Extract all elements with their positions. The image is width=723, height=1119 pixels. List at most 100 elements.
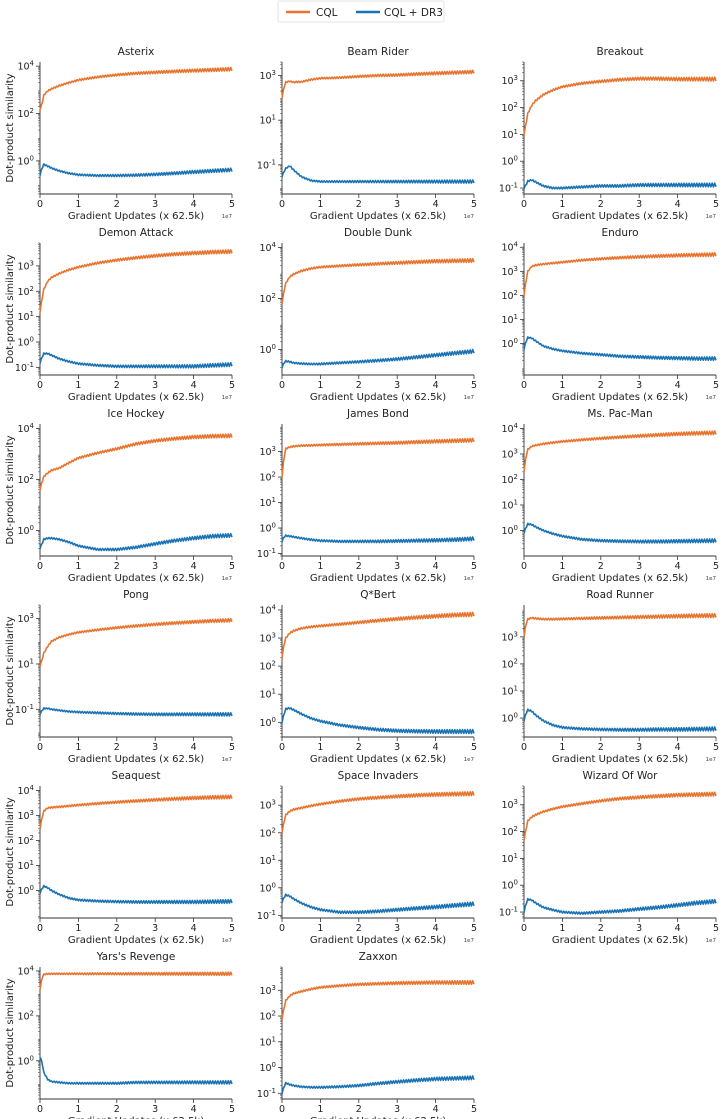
x-offset-label: 1e7 [222, 576, 233, 582]
y-tick-label: 103 [501, 630, 518, 643]
x-tick-label: 5 [229, 742, 235, 753]
x-tick-label: 0 [37, 1104, 43, 1115]
y-tick-exponent: 4 [272, 241, 277, 249]
x-tick-label: 0 [37, 923, 43, 934]
y-tick-base: 10 [17, 1011, 29, 1022]
series-line-cql [39, 433, 233, 491]
y-tick-label: 10-1 [499, 182, 518, 195]
y-tick-base: 10 [501, 500, 513, 511]
series-line-cql-dr3 [281, 534, 475, 544]
y-tick-exponent: 4 [30, 60, 35, 68]
y-tick-exponent: 0 [30, 524, 34, 532]
x-axis-label: Gradient Updates (x 62.5k) [552, 754, 688, 765]
y-tick-exponent: 2 [514, 825, 518, 833]
x-tick-label: 4 [191, 199, 197, 210]
x-tick-label: 2 [114, 561, 120, 572]
y-tick-label: 100 [259, 1061, 276, 1074]
x-tick-label: 3 [152, 561, 158, 572]
x-axis-label: Gradient Updates (x 62.5k) [552, 935, 688, 946]
y-tick-label: 101 [259, 1035, 276, 1048]
legend-label-cql: CQL [316, 7, 338, 19]
y-tick-exponent: -1 [511, 182, 518, 190]
series-line-cql [523, 791, 717, 841]
y-tick-base: 10 [501, 267, 513, 278]
x-tick-label: 4 [191, 561, 197, 572]
x-offset-label: 1e7 [464, 757, 475, 763]
y-tick-exponent: 2 [514, 473, 518, 481]
x-tick-label: 3 [394, 199, 400, 210]
y-tick-base: 10 [257, 1089, 269, 1100]
chart-title: Yars's Revenge [96, 951, 176, 963]
y-tick-base: 10 [257, 911, 269, 922]
series-line-cql-dr3 [39, 163, 233, 178]
x-tick-label: 2 [598, 380, 604, 391]
y-tick-exponent: 0 [272, 522, 276, 530]
x-axis-label: Gradient Updates (x 62.5k) [310, 754, 446, 765]
x-tick-label: 3 [636, 199, 642, 210]
y-tick-exponent: 0 [30, 336, 34, 344]
y-tick-label: 100 [501, 155, 518, 168]
y-tick-label: 101 [501, 498, 518, 511]
y-tick-base: 10 [259, 986, 271, 997]
y-tick-base: 10 [259, 801, 271, 812]
y-tick-exponent: 0 [272, 343, 276, 351]
legend: CQL CQL + DR3 [277, 0, 445, 23]
y-tick-exponent: -1 [269, 1087, 276, 1095]
y-tick-base: 10 [259, 243, 271, 254]
y-tick-exponent: 0 [30, 884, 34, 892]
x-tick-label: 0 [279, 1104, 285, 1115]
y-tick-label: 101 [259, 114, 276, 127]
y-tick-label: 10-1 [15, 703, 34, 716]
series-line-cql-dr3 [281, 165, 475, 184]
y-tick-label: 100 [17, 154, 34, 167]
y-tick-label: 101 [17, 657, 34, 670]
x-tick-label: 1 [317, 742, 323, 753]
y-tick-label: 103 [17, 612, 34, 625]
y-tick-exponent: 1 [514, 684, 518, 692]
chart-title: Ms. Pac-Man [587, 408, 652, 420]
series-line-cql [39, 66, 233, 111]
x-offset-label: 1e7 [706, 938, 717, 944]
series-line-cql [523, 76, 717, 136]
y-tick-exponent: 0 [272, 881, 276, 889]
series-line-cql-dr3 [39, 532, 233, 552]
x-tick-label: 2 [598, 199, 604, 210]
y-tick-label: 101 [501, 684, 518, 697]
y-tick-label: 100 [259, 343, 276, 356]
y-tick-exponent: 1 [272, 114, 276, 122]
series-line-cql [281, 69, 475, 99]
series-line-cql [523, 612, 717, 638]
x-tick-label: 1 [559, 561, 565, 572]
series-line-cql-dr3 [39, 352, 233, 369]
x-tick-label: 4 [191, 923, 197, 934]
y-tick-label: 104 [259, 603, 276, 616]
y-tick-base: 10 [501, 243, 513, 254]
x-axis-label: Gradient Updates (x 62.5k) [310, 1116, 446, 1119]
y-tick-base: 10 [501, 130, 513, 141]
y-tick-label: 100 [501, 337, 518, 350]
x-tick-label: 0 [37, 561, 43, 572]
x-tick-label: 0 [37, 380, 43, 391]
y-tick-label: 100 [17, 524, 34, 537]
y-tick-base: 10 [501, 800, 513, 811]
x-tick-label: 5 [713, 199, 719, 210]
series-line-cql [39, 971, 233, 991]
x-tick-label: 5 [471, 923, 477, 934]
x-tick-label: 3 [636, 380, 642, 391]
y-tick-base: 10 [259, 883, 271, 894]
y-tick-exponent: 1 [514, 313, 518, 321]
y-tick-base: 10 [501, 315, 513, 326]
x-tick-label: 1 [75, 380, 81, 391]
y-tick-label: 100 [259, 716, 276, 729]
y-tick-base: 10 [17, 62, 29, 73]
x-tick-label: 5 [471, 561, 477, 572]
y-tick-label: 103 [501, 447, 518, 460]
x-tick-label: 0 [521, 380, 527, 391]
y-tick-label: 103 [259, 632, 276, 645]
x-tick-label: 2 [356, 199, 362, 210]
chart-title: Zaxxon [359, 951, 398, 963]
